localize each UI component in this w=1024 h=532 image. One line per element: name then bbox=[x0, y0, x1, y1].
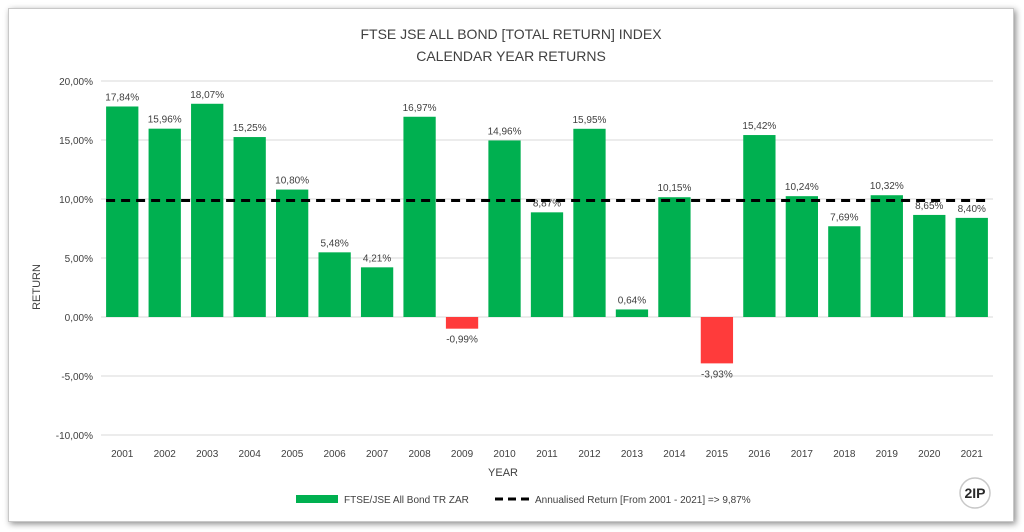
bar-2014 bbox=[658, 197, 691, 317]
x-tick-label: 2019 bbox=[876, 449, 899, 460]
y-tick-label: -10,00% bbox=[56, 431, 93, 442]
x-tick-label: 2015 bbox=[706, 449, 729, 460]
data-label-2018: 7,69% bbox=[830, 212, 858, 223]
bar-2012 bbox=[573, 128, 606, 317]
data-label-2002: 15,96% bbox=[148, 115, 182, 126]
y-tick-label: 5,00% bbox=[65, 254, 93, 265]
data-label-2021: 8,40% bbox=[958, 204, 986, 215]
data-label-2003: 18,07% bbox=[190, 90, 224, 101]
x-tick-label: 2011 bbox=[536, 449, 558, 460]
bar-2017 bbox=[785, 196, 818, 317]
x-tick-label: 2002 bbox=[154, 449, 177, 460]
legend-label-bar: FTSE/JSE All Bond TR ZAR bbox=[344, 495, 469, 506]
logo-ring bbox=[959, 477, 991, 509]
data-label-2011: 8,87% bbox=[533, 198, 561, 209]
x-tick-label: 2003 bbox=[196, 449, 219, 460]
x-tick-label: 2014 bbox=[663, 449, 686, 460]
y-tick-label: 10,00% bbox=[59, 195, 93, 206]
data-label-2014: 10,15% bbox=[657, 183, 691, 194]
x-tick-label: 2010 bbox=[493, 449, 516, 460]
legend-label-line: Annualised Return [From 2001 - 2021] => … bbox=[535, 495, 751, 506]
bar-2011 bbox=[530, 212, 564, 317]
chart-title: FTSE JSE ALL BOND [TOTAL RETURN] INDEX bbox=[360, 26, 662, 42]
x-tick-label: 2009 bbox=[451, 449, 474, 460]
chart-subtitle: CALENDAR YEAR RETURNS bbox=[416, 48, 606, 64]
y-tick-label: 15,00% bbox=[59, 136, 93, 147]
legend: FTSE/JSE All Bond TR ZAR Annualised Retu… bbox=[296, 495, 751, 506]
data-label-2008: 16,97% bbox=[403, 103, 437, 114]
x-tick-label: 2017 bbox=[791, 449, 814, 460]
bar-2005 bbox=[276, 189, 309, 317]
x-tick-label: 2007 bbox=[366, 449, 389, 460]
bar-2007 bbox=[360, 267, 394, 317]
y-tick-label: -5,00% bbox=[61, 372, 93, 383]
data-label-2004: 15,25% bbox=[233, 123, 267, 134]
data-label-2020: 8,65% bbox=[915, 201, 943, 212]
bar-2008 bbox=[403, 116, 436, 317]
y-tick-label: 20,00% bbox=[59, 77, 93, 88]
bar-2009 bbox=[445, 317, 479, 329]
bar-2004 bbox=[233, 137, 266, 317]
chart-frame: FTSE JSE ALL BOND [TOTAL RETURN] INDEX C… bbox=[8, 8, 1014, 522]
bar-2001 bbox=[106, 106, 139, 317]
bar-2003 bbox=[191, 103, 224, 317]
x-tick-label: 2005 bbox=[281, 449, 304, 460]
x-tick-label: 2012 bbox=[578, 449, 601, 460]
bar-2002 bbox=[148, 128, 181, 317]
x-tick-label: 2021 bbox=[961, 449, 984, 460]
x-tick-label: 2020 bbox=[918, 449, 941, 460]
x-axis-label: YEAR bbox=[488, 467, 518, 479]
bar-2018 bbox=[828, 226, 861, 317]
data-label-2012: 15,95% bbox=[573, 115, 607, 126]
data-label-2016: 15,42% bbox=[742, 121, 776, 132]
bar-2021 bbox=[955, 217, 988, 317]
data-label-2019: 10,32% bbox=[870, 181, 904, 192]
bar-chart: FTSE JSE ALL BOND [TOTAL RETURN] INDEX C… bbox=[31, 26, 993, 509]
bar-2019 bbox=[870, 195, 903, 317]
company-logo: 2IP bbox=[959, 477, 991, 509]
bar-2020 bbox=[913, 214, 946, 317]
bar-2016 bbox=[743, 135, 776, 317]
x-tick-label: 2004 bbox=[239, 449, 262, 460]
y-axis-label: RETURN bbox=[31, 264, 43, 310]
x-tick-label: 2016 bbox=[748, 449, 771, 460]
data-label-2001: 17,84% bbox=[105, 92, 139, 103]
bar-2013 bbox=[615, 309, 649, 317]
data-label-2007: 4,21% bbox=[363, 253, 391, 264]
bar-2006 bbox=[318, 252, 351, 317]
x-tick-label: 2018 bbox=[833, 449, 856, 460]
data-label-2013: 0,64% bbox=[618, 295, 646, 306]
data-label-2005: 10,80% bbox=[275, 176, 309, 187]
logo-text: 2IP bbox=[964, 485, 985, 501]
legend-swatch-bar bbox=[296, 495, 338, 503]
bar-2010 bbox=[488, 140, 521, 317]
data-label-2009: -0,99% bbox=[446, 335, 478, 346]
x-tick-label: 2006 bbox=[323, 449, 346, 460]
y-tick-label: 0,00% bbox=[65, 313, 93, 324]
bar-2015 bbox=[700, 317, 734, 364]
data-label-2017: 10,24% bbox=[785, 182, 819, 193]
data-label-2015: -3,93% bbox=[701, 369, 733, 380]
x-tick-label: 2013 bbox=[621, 449, 644, 460]
x-tick-label: 2008 bbox=[408, 449, 431, 460]
data-label-2010: 14,96% bbox=[488, 126, 522, 137]
x-tick-label: 2001 bbox=[111, 449, 134, 460]
data-label-2006: 5,48% bbox=[320, 238, 348, 249]
